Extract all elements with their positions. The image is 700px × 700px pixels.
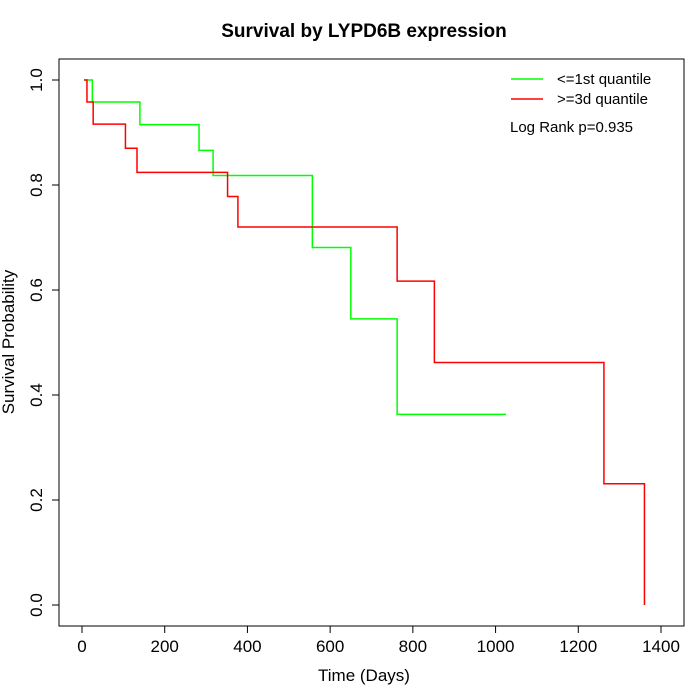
x-tick-label: 400 xyxy=(233,637,261,656)
y-tick-label: 0.2 xyxy=(27,488,46,512)
y-axis: 0.0 0.2 0.4 0.6 0.8 1.0 xyxy=(27,68,60,617)
series-layer xyxy=(84,79,646,605)
y-tick-label: 0.8 xyxy=(27,173,46,197)
x-tick-label: 1400 xyxy=(642,637,680,656)
legend-label-1: <=1st quantile xyxy=(557,71,651,88)
y-tick-label: 0.4 xyxy=(27,383,46,407)
x-tick-label: 1200 xyxy=(559,637,597,656)
plot-frame xyxy=(58,58,685,627)
legend-label-2: >=3d quantile xyxy=(557,91,648,108)
x-tick-label: 1000 xyxy=(477,637,515,656)
legend: <=1st quantile >=3d quantile xyxy=(511,71,651,108)
x-tick-label: 0 xyxy=(77,637,86,656)
log-rank-annotation: Log Rank p=0.935 xyxy=(510,119,633,136)
y-tick-label: 0.0 xyxy=(27,593,46,617)
x-tick-label: 800 xyxy=(399,637,427,656)
series-line-1 xyxy=(84,79,506,416)
y-tick-label: 1.0 xyxy=(27,68,46,92)
series-line-2 xyxy=(84,79,646,605)
x-tick-label: 600 xyxy=(316,637,344,656)
x-tick-label: 200 xyxy=(151,637,179,656)
chart-title: Survival by LYPD6B expression xyxy=(221,21,506,42)
x-axis-label: Time (Days) xyxy=(318,666,410,685)
x-axis: 0 200 400 600 800 1000 1200 1400 xyxy=(77,625,680,656)
y-tick-label: 0.6 xyxy=(27,278,46,302)
y-axis-label: Survival Probability xyxy=(0,269,18,414)
